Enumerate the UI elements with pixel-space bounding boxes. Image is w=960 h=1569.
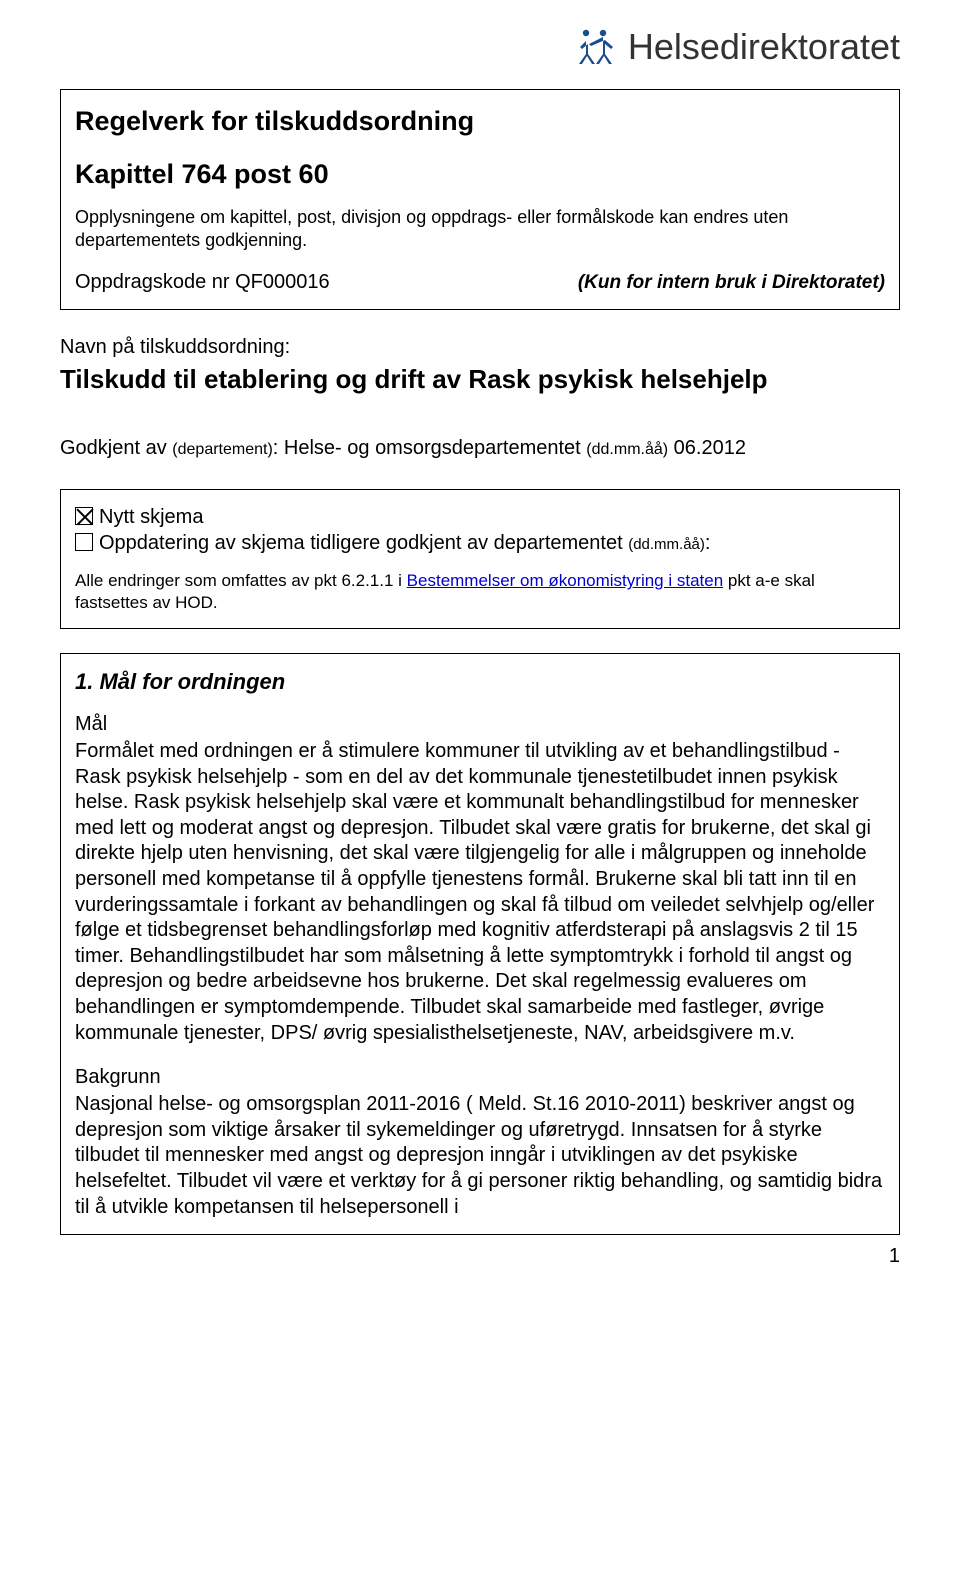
godkjent-prefix: Godkjent av	[60, 437, 172, 459]
oppdragskode-label: Oppdragskode nr	[75, 271, 230, 293]
header-note: Opplysningene om kapittel, post, divisjo…	[75, 206, 885, 253]
checkbox-checked-icon	[75, 507, 93, 525]
nytt-skjema-label: Nytt skjema	[99, 504, 203, 530]
godkjent-date: 06.2012	[668, 437, 746, 459]
bakgrunn-label: Bakgrunn	[75, 1064, 885, 1090]
oppdatering-suffix: :	[705, 532, 711, 554]
oppdatering-row: Oppdatering av skjema tidligere godkjent…	[75, 530, 885, 556]
oppdatering-ddmm: (dd.mm.åå)	[628, 536, 705, 553]
oppdragskode-row: Oppdragskode nr QF000016 (Kun for intern…	[75, 269, 885, 296]
mal-body: Formålet med ordningen er å stimulere ko…	[75, 739, 885, 1046]
oppdatering-label: Oppdatering av skjema tidligere godkjent…	[99, 530, 710, 556]
godkjent-line: Godkjent av (departement): Helse- og oms…	[60, 435, 900, 461]
mal-label: Mål	[75, 711, 885, 737]
endringer-prefix: Alle endringer som omfattes av pkt 6.2.1…	[75, 571, 407, 590]
nytt-skjema-row: Nytt skjema	[75, 504, 885, 530]
skjema-box: Nytt skjema Oppdatering av skjema tidlig…	[60, 489, 900, 629]
mal-section-box: 1. Mål for ordningen Mål Formålet med or…	[60, 653, 900, 1235]
godkjent-rest: : Helse- og omsorgsdepartementet	[273, 437, 587, 459]
helsedirektoratet-logo-icon	[572, 24, 618, 70]
checkbox-unchecked-icon	[75, 533, 93, 551]
intern-bruk-note: (Kun for intern bruk i Direktoratet)	[578, 271, 885, 296]
section-1-heading: 1. Mål for ordningen	[75, 668, 885, 697]
kapittel-post: Kapittel 764 post 60	[75, 157, 885, 192]
navn-section: Navn på tilskuddsordning: Tilskudd til e…	[60, 334, 900, 397]
godkjent-dept-paren: (departement)	[172, 441, 273, 458]
oppdatering-prefix: Oppdatering av skjema tidligere godkjent…	[99, 532, 628, 554]
oppdragskode-line: Oppdragskode nr QF000016	[75, 269, 330, 295]
tilskuddsordning-title: Tilskudd til etablering og drift av Rask…	[60, 363, 900, 397]
bestemmelser-link[interactable]: Bestemmelser om økonomistyring i staten	[407, 571, 724, 590]
oppdragskode-value: QF000016	[235, 271, 330, 293]
page-title: Regelverk for tilskuddsordning	[75, 104, 885, 139]
navn-label: Navn på tilskuddsordning:	[60, 334, 900, 360]
page-number: 1	[60, 1243, 900, 1269]
regelverk-header-box: Regelverk for tilskuddsordning Kapittel …	[60, 89, 900, 311]
godkjent-ddmm: (dd.mm.åå)	[586, 441, 668, 458]
bakgrunn-body: Nasjonal helse- og omsorgsplan 2011-2016…	[75, 1092, 885, 1220]
header-logo-row: Helsedirektoratet	[60, 24, 900, 71]
endringer-note: Alle endringer som omfattes av pkt 6.2.1…	[75, 570, 885, 614]
helsedirektoratet-logo-text: Helsedirektoratet	[628, 24, 900, 71]
